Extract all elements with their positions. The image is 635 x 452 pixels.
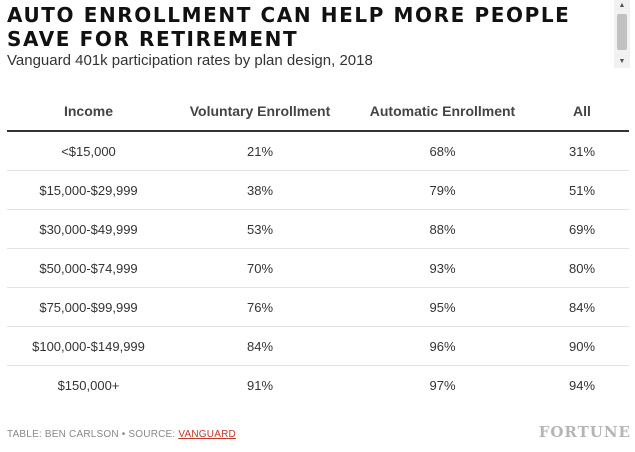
cell-voluntary: 91% <box>246 377 274 393</box>
cell-voluntary: 38% <box>170 170 350 210</box>
page-subtitle: Vanguard 401k participation rates by pla… <box>7 52 373 69</box>
column-header-all: All <box>535 92 629 132</box>
scroll-up-arrow-icon[interactable]: ▲ <box>618 2 626 9</box>
table-row: $150,000+ 91% 97% 94% <box>7 366 629 405</box>
fortune-logo: FORTUNE <box>538 423 631 441</box>
column-header-voluntary: Voluntary Enrollment <box>170 92 350 132</box>
cell-voluntary: 21% <box>170 131 350 171</box>
table-row: $30,000-$49,999 53% 88% 69% <box>7 209 629 249</box>
cell-income: <$15,000 <box>7 131 170 171</box>
cell-all: 80% <box>535 248 629 288</box>
footer-credit: TABLE: BEN CARLSON • SOURCE: VANGUARD <box>7 429 236 440</box>
cell-automatic: 93% <box>350 248 535 288</box>
table-row: $15,000-$29,999 38% 79% 51% <box>7 170 629 210</box>
table-row: $75,000-$99,999 76% 95% 84% <box>7 287 629 327</box>
cell-income: $15,000-$29,999 <box>7 170 170 210</box>
cell-all: 69% <box>535 209 629 249</box>
table-header-row: Income Voluntary Enrollment Automatic En… <box>7 92 629 132</box>
cell-automatic: 88% <box>350 209 535 249</box>
cell-automatic: 95% <box>350 287 535 327</box>
vertical-scrollbar[interactable]: ▲ ▼ <box>614 0 630 68</box>
cell-automatic: 79% <box>350 170 535 210</box>
cell-income: $30,000-$49,999 <box>7 209 170 249</box>
cell-all: 90% <box>535 326 629 366</box>
cell-all: 84% <box>535 287 629 327</box>
cell-income: $75,000-$99,999 <box>7 287 170 327</box>
scrollbar-thumb[interactable] <box>617 14 627 50</box>
cell-income: $150,000+ <box>57 377 120 393</box>
cell-automatic: 96% <box>350 326 535 366</box>
cell-voluntary: 70% <box>170 248 350 288</box>
column-header-automatic: Automatic Enrollment <box>350 92 535 132</box>
cell-automatic: 68% <box>350 131 535 171</box>
cell-income: $100,000-$149,999 <box>7 326 170 366</box>
table-body: <$15,000 21% 68% 31% $15,000-$29,999 38% 79% 51… <box>7 131 629 404</box>
page-title: AUTO ENROLLMENT CAN HELP MORE PEOPLE SAV… <box>7 3 571 51</box>
table-row: $50,000-$74,999 70% 93% 80% <box>7 248 629 288</box>
cell-income: $50,000-$74,999 <box>7 248 170 288</box>
cell-voluntary: 76% <box>170 287 350 327</box>
table-row: $100,000-$149,999 84% 96% 90% <box>7 326 629 366</box>
source-link[interactable]: VANGUARD <box>178 429 236 440</box>
credit-text: TABLE: BEN CARLSON • SOURCE: <box>7 429 179 440</box>
column-header-income: Income <box>7 92 170 132</box>
cell-voluntary: 53% <box>170 209 350 249</box>
cell-automatic: 97% <box>429 377 456 393</box>
scroll-down-arrow-icon[interactable]: ▼ <box>618 58 626 65</box>
cell-all: 31% <box>535 131 629 171</box>
cell-voluntary: 84% <box>170 326 350 366</box>
cell-all: 51% <box>535 170 629 210</box>
cell-all: 94% <box>568 377 596 393</box>
participation-table: Income Voluntary Enrollment Automatic En… <box>7 92 629 404</box>
table-row: <$15,000 21% 68% 31% <box>7 131 629 171</box>
